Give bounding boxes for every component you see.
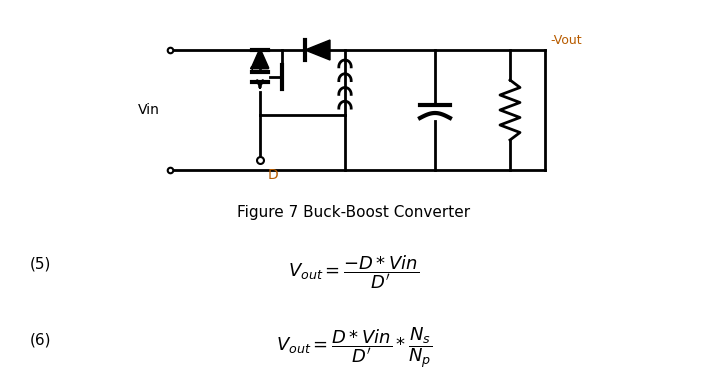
Text: $V_{out} = \dfrac{D * Vin}{D^{\prime}} * \dfrac{N_s}{N_p}$: $V_{out} = \dfrac{D * Vin}{D^{\prime}} *…: [276, 326, 432, 370]
Text: (6): (6): [30, 333, 52, 347]
Text: -Vout: -Vout: [550, 34, 581, 46]
Text: Figure 7 Buck-Boost Converter: Figure 7 Buck-Boost Converter: [238, 204, 471, 220]
Polygon shape: [252, 50, 268, 68]
Text: $V_{out} = \dfrac{-D * Vin}{D^{\prime}}$: $V_{out} = \dfrac{-D * Vin}{D^{\prime}}$: [289, 253, 420, 291]
Text: D: D: [268, 168, 279, 182]
Polygon shape: [305, 40, 330, 60]
Text: Vin: Vin: [138, 103, 160, 117]
Text: (5): (5): [30, 257, 51, 271]
